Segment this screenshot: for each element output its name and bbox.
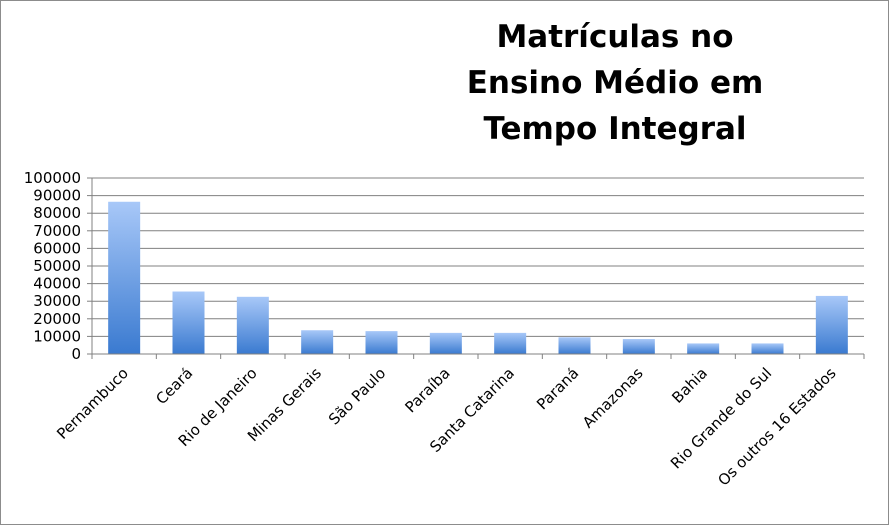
bar-2 <box>236 296 269 354</box>
x-category-label: Amazonas <box>579 364 647 432</box>
x-category-label: Os outros 16 Estados <box>714 364 839 489</box>
bar-5 <box>429 332 462 354</box>
x-category-label: Paraíba <box>401 364 453 416</box>
x-category-label: Pernambuco <box>53 364 132 443</box>
bar-11 <box>815 295 848 354</box>
y-tick-label: 0 <box>71 345 81 363</box>
chart-title-line-2: Ensino Médio em <box>466 65 764 101</box>
bar-6 <box>494 332 527 354</box>
bar-3 <box>301 330 334 354</box>
bar-8 <box>622 339 655 354</box>
y-tick-label: 70000 <box>33 222 81 240</box>
bar-7 <box>558 337 591 354</box>
x-category-label: Paraná <box>533 364 582 413</box>
chart-title: Matrículas no Ensino Médio em Tempo Inte… <box>440 14 790 152</box>
gridlines <box>92 177 864 337</box>
y-tick-label: 30000 <box>33 292 81 310</box>
y-tick-label: 100000 <box>24 169 81 187</box>
axes <box>91 178 865 359</box>
bar-1 <box>172 291 205 354</box>
chart-title-line-1: Matrículas no <box>496 19 734 55</box>
bar-0 <box>108 201 141 354</box>
y-tick-label: 50000 <box>33 257 81 275</box>
y-tick-label: 20000 <box>33 310 81 328</box>
y-tick-label: 40000 <box>33 275 81 293</box>
y-axis-ticks: 0100002000030000400005000060000700008000… <box>24 169 92 363</box>
bar-10 <box>751 343 784 354</box>
y-tick-label: 10000 <box>33 327 81 345</box>
bars <box>108 201 848 354</box>
x-category-label: Bahia <box>668 364 711 407</box>
bar-9 <box>687 343 720 354</box>
y-tick-label: 80000 <box>33 204 81 222</box>
y-tick-label: 90000 <box>33 187 81 205</box>
x-category-label: Ceará <box>152 364 196 408</box>
y-tick-label: 60000 <box>33 239 81 257</box>
chart-title-line-3: Tempo Integral <box>483 111 747 147</box>
bar-4 <box>365 331 398 354</box>
x-category-label: São Paulo <box>325 364 389 428</box>
